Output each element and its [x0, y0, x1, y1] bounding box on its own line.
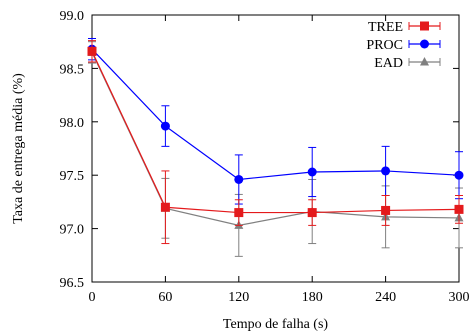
series-proc [87, 37, 464, 205]
series-layer [87, 37, 464, 257]
y-tick-label: 96.5 [60, 276, 85, 291]
data-point [234, 208, 244, 218]
data-point [381, 205, 391, 215]
x-tick-label: 120 [228, 290, 249, 305]
data-point [160, 202, 170, 212]
legend-label: EAD [374, 56, 403, 71]
legend-entry-tree: TREE [368, 20, 441, 35]
legend: TREE PROC EAD [366, 20, 441, 71]
x-tick-label: 60 [158, 290, 172, 305]
y-tick-label: 97.5 [60, 169, 85, 184]
data-point [307, 167, 317, 177]
x-tick-label: 180 [302, 290, 323, 305]
y-tick-label: 99.0 [60, 9, 85, 24]
y-axis-title: Taxa de entrega média (%) [11, 73, 26, 224]
legend-entry-proc: PROC [366, 38, 441, 53]
data-point [307, 208, 317, 218]
y-tick-label: 98.5 [60, 62, 85, 77]
x-axis-title: Tempo de falha (s) [223, 317, 328, 332]
y-tick-label: 97.0 [60, 223, 85, 238]
ticks: 0 60 120 180 240 300 96.5 97.0 97.5 98.0 98.5 99.0 [60, 9, 470, 305]
series-line [91, 51, 460, 214]
series-line [91, 52, 460, 227]
series-tree [87, 40, 464, 245]
axes [91, 14, 460, 283]
data-point [381, 166, 391, 176]
data-point [87, 46, 97, 56]
legend-label: PROC [366, 38, 403, 53]
legend-entry-ead: EAD [374, 56, 441, 71]
plot-frame [91, 14, 460, 283]
data-point [454, 170, 464, 180]
legend-label: TREE [368, 20, 403, 35]
legend-marker [420, 39, 429, 49]
series-ead [87, 41, 464, 257]
series-line [91, 48, 460, 181]
x-tick-label: 0 [89, 290, 96, 305]
x-tick-label: 300 [449, 290, 470, 305]
data-point [454, 204, 464, 214]
data-point [234, 174, 244, 184]
legend-marker [420, 57, 429, 66]
data-point [160, 121, 170, 131]
x-tick-label: 240 [375, 290, 396, 305]
legend-marker [420, 21, 429, 31]
y-tick-label: 98.0 [60, 116, 85, 131]
